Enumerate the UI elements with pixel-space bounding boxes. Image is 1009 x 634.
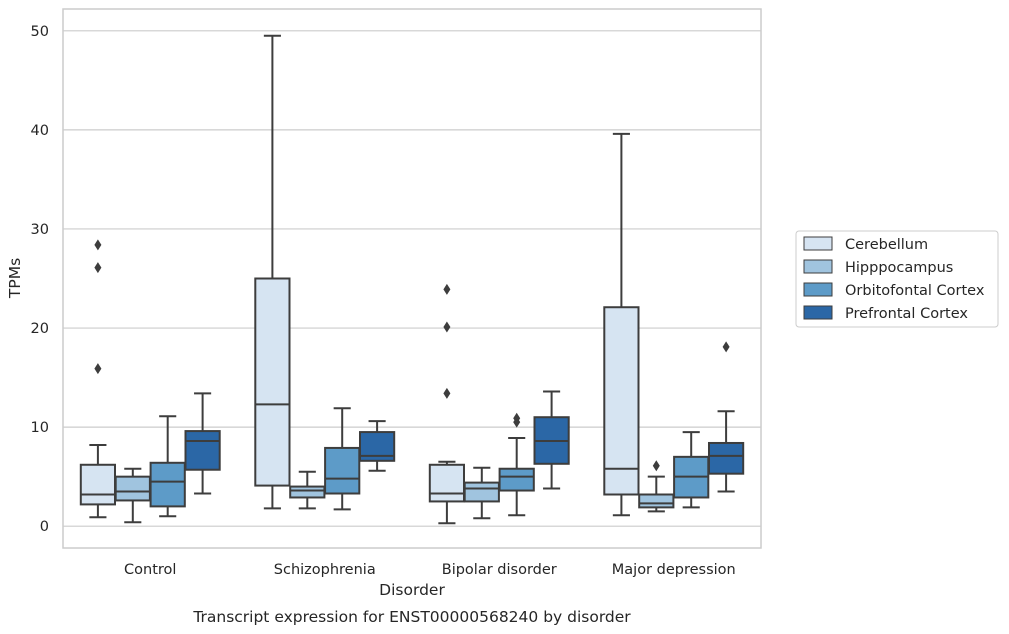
y-tick-label: 10 <box>31 420 49 436</box>
legend-swatch <box>803 259 833 274</box>
x-tick-label: Control <box>124 562 176 578</box>
box <box>254 277 291 487</box>
box <box>114 475 151 502</box>
legend-swatch <box>803 282 833 297</box>
box <box>463 481 500 503</box>
x-tick-labels: Control Schizophrenia Bipolar disorder Majo… <box>124 562 736 578</box>
box <box>184 430 221 471</box>
box <box>638 493 675 509</box>
box-cerebellum <box>428 283 466 525</box>
box <box>498 467 535 492</box>
legend-swatch <box>803 305 833 320</box>
outlier-point <box>513 412 521 424</box>
outlier-point <box>94 239 102 251</box>
box <box>324 446 361 495</box>
box-prefrontal-cortex <box>533 390 570 490</box>
y-tick-label: 20 <box>31 321 49 337</box>
box-cerebellum <box>79 239 117 519</box>
box-orbitofontal-cortex <box>673 431 710 509</box>
box-orbitofontal-cortex <box>149 415 186 518</box>
box <box>79 463 117 506</box>
y-axis-title: TPMs <box>6 258 24 299</box>
box-hipppocampus <box>638 460 675 513</box>
x-tick-label: Major depression <box>612 562 736 578</box>
box-orbitofontal-cortex <box>324 407 361 511</box>
box-cerebellum <box>603 132 640 517</box>
box <box>289 485 326 499</box>
outlier-point <box>443 321 451 333</box>
x-tick-label: Schizophrenia <box>274 562 376 578</box>
box <box>149 461 186 508</box>
box-orbitofontal-cortex <box>498 412 535 517</box>
legend-label: Hipppocampus <box>845 260 953 276</box>
legend-label: Orbitofontal Cortex <box>845 283 985 299</box>
outlier-point <box>443 283 451 295</box>
outlier-point <box>722 341 730 353</box>
box <box>603 306 640 496</box>
gridlines <box>63 30 761 527</box>
legend-label: Cerebellum <box>845 237 928 253</box>
y-tick-label: 50 <box>31 24 49 40</box>
box-cerebellum <box>254 34 291 510</box>
box-prefrontal-cortex <box>707 341 745 493</box>
outlier-point <box>94 363 102 375</box>
legend-swatch <box>803 236 833 251</box>
legend: Cerebellum Hipppocampus Orbitofontal Corte… <box>795 230 999 328</box>
y-tick-labels: 0 10 20 30 40 50 <box>31 24 49 535</box>
outlier-point <box>94 262 102 274</box>
y-tick-label: 30 <box>31 222 49 238</box>
box-prefrontal-cortex <box>358 420 396 472</box>
box <box>707 441 745 475</box>
plot-area-frame <box>62 8 762 549</box>
x-tick-label: Bipolar disorder <box>442 562 557 578</box>
box <box>428 463 466 503</box>
outlier-point <box>652 460 660 472</box>
y-tick-label: 0 <box>40 519 49 535</box>
box-hipppocampus <box>114 467 151 524</box>
box-hipppocampus <box>463 466 500 520</box>
chart-caption: Transcript expression for ENST0000056824… <box>192 608 631 626</box>
legend-label: Prefrontal Cortex <box>845 306 968 322</box>
box-groups <box>79 34 745 525</box>
y-tick-label: 40 <box>31 123 49 139</box>
box-hipppocampus <box>289 470 326 510</box>
outlier-point <box>443 387 451 399</box>
legend-frame <box>795 230 999 328</box>
box-prefrontal-cortex <box>184 392 221 495</box>
x-axis-title: Disorder <box>379 581 445 599</box>
